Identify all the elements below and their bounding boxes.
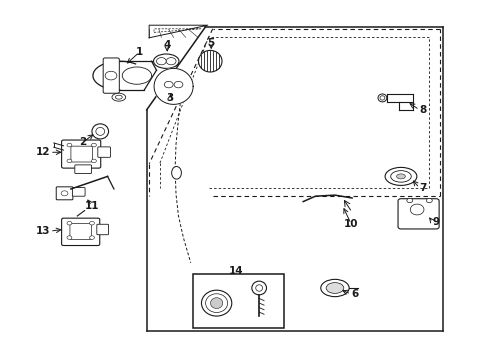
Ellipse shape <box>210 298 223 309</box>
Ellipse shape <box>112 93 125 101</box>
Circle shape <box>67 159 72 163</box>
Ellipse shape <box>377 94 386 102</box>
Circle shape <box>91 159 96 163</box>
Circle shape <box>426 198 431 203</box>
FancyBboxPatch shape <box>397 199 438 229</box>
Circle shape <box>406 198 412 203</box>
Ellipse shape <box>198 50 222 72</box>
Circle shape <box>67 221 72 225</box>
FancyBboxPatch shape <box>103 58 119 93</box>
Ellipse shape <box>115 95 122 99</box>
Circle shape <box>91 143 96 147</box>
FancyBboxPatch shape <box>70 224 91 239</box>
Ellipse shape <box>325 283 343 293</box>
Ellipse shape <box>251 281 266 295</box>
Ellipse shape <box>92 124 108 139</box>
Circle shape <box>164 81 173 88</box>
Ellipse shape <box>396 174 405 179</box>
Circle shape <box>89 236 94 239</box>
Text: 3: 3 <box>166 93 173 103</box>
Text: 10: 10 <box>343 219 358 229</box>
Ellipse shape <box>379 96 384 100</box>
Text: 14: 14 <box>228 266 243 276</box>
Text: 8: 8 <box>419 105 426 115</box>
Text: 13: 13 <box>35 226 50 236</box>
Text: 5: 5 <box>207 38 214 48</box>
Ellipse shape <box>205 294 227 312</box>
Ellipse shape <box>255 285 262 291</box>
FancyBboxPatch shape <box>97 224 108 235</box>
Circle shape <box>105 71 117 80</box>
Ellipse shape <box>384 167 416 185</box>
Ellipse shape <box>201 290 231 316</box>
Text: 7: 7 <box>419 183 426 193</box>
Circle shape <box>89 221 94 225</box>
Ellipse shape <box>171 166 181 179</box>
Text: 2: 2 <box>80 137 86 147</box>
Circle shape <box>61 191 68 196</box>
Circle shape <box>174 81 183 88</box>
Text: 9: 9 <box>432 217 439 227</box>
Text: 11: 11 <box>84 201 99 211</box>
Text: 6: 6 <box>350 289 358 299</box>
Circle shape <box>156 58 166 65</box>
Ellipse shape <box>122 67 151 84</box>
Circle shape <box>67 143 72 147</box>
Text: 4: 4 <box>163 40 171 50</box>
Circle shape <box>166 58 176 65</box>
Ellipse shape <box>390 171 410 182</box>
FancyBboxPatch shape <box>75 165 91 174</box>
Ellipse shape <box>320 279 348 297</box>
FancyBboxPatch shape <box>56 187 73 200</box>
Ellipse shape <box>409 204 423 215</box>
Circle shape <box>67 236 72 239</box>
Text: 12: 12 <box>35 147 50 157</box>
FancyBboxPatch shape <box>71 146 92 162</box>
Ellipse shape <box>96 127 104 135</box>
FancyBboxPatch shape <box>72 188 85 196</box>
Ellipse shape <box>153 54 179 68</box>
FancyBboxPatch shape <box>61 140 101 168</box>
FancyBboxPatch shape <box>98 147 110 157</box>
Bar <box>193 274 283 328</box>
Polygon shape <box>154 68 193 104</box>
Text: 1: 1 <box>136 47 142 57</box>
FancyBboxPatch shape <box>61 218 100 246</box>
